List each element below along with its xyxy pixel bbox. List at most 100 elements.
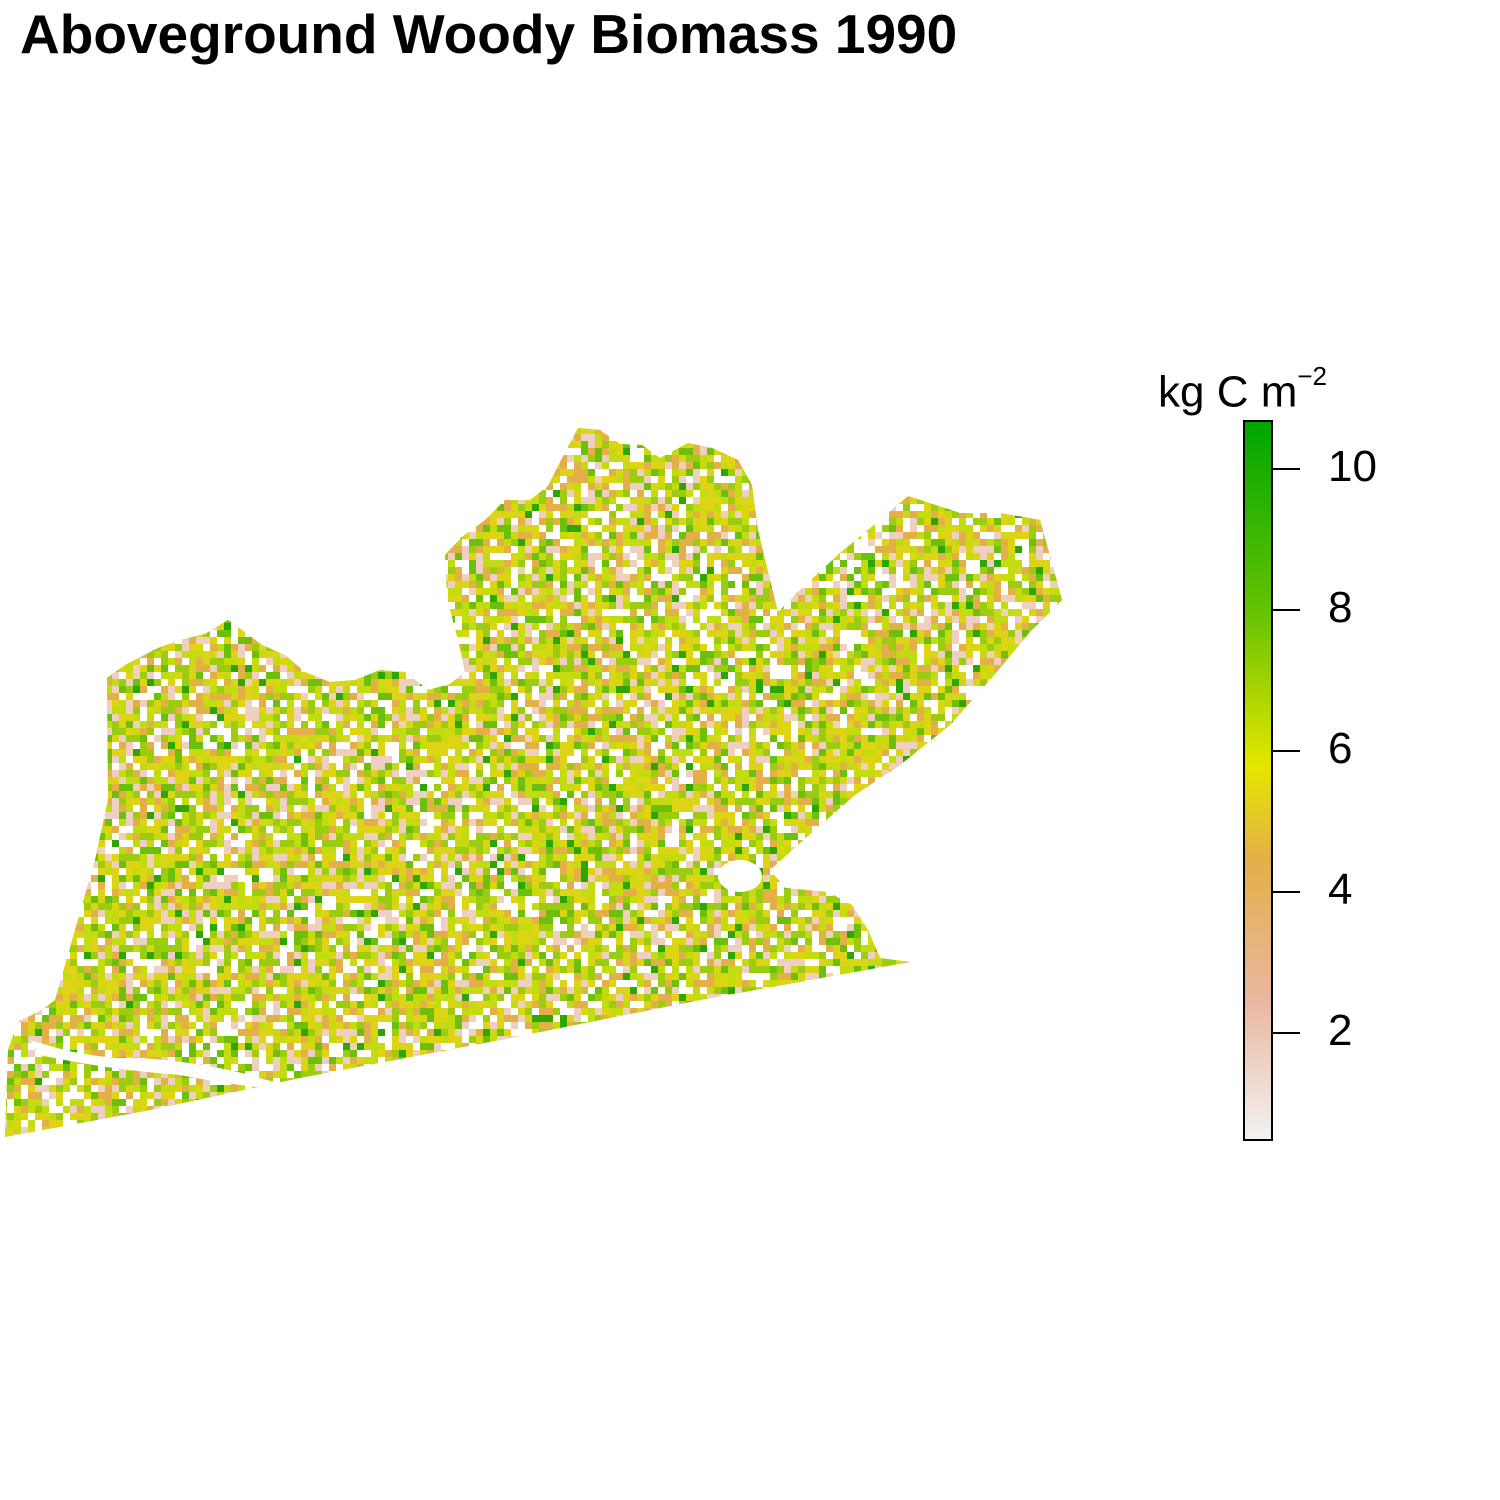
raster-cell xyxy=(392,428,399,434)
raster-cell xyxy=(350,546,357,553)
raster-cell xyxy=(168,455,175,462)
raster-cell xyxy=(532,644,539,651)
raster-cell xyxy=(343,581,350,588)
raster-cell xyxy=(210,560,217,567)
raster-cell xyxy=(42,546,49,553)
raster-cell xyxy=(350,560,357,567)
raster-cell xyxy=(847,539,854,546)
raster-cell xyxy=(84,602,91,609)
raster-cell xyxy=(413,525,420,532)
raster-cell xyxy=(266,462,273,469)
raster-cell xyxy=(1008,420,1015,427)
raster-cell xyxy=(1036,490,1043,497)
raster-cell xyxy=(945,469,952,476)
raster-cell xyxy=(378,497,385,504)
raster-cell xyxy=(903,560,910,567)
raster-cell xyxy=(1057,560,1062,567)
raster-cell xyxy=(889,455,896,462)
raster-cell xyxy=(574,518,581,525)
raster-cell xyxy=(938,602,945,609)
raster-cell xyxy=(861,434,868,441)
raster-cell xyxy=(574,441,581,448)
raster-cell xyxy=(7,490,14,497)
raster-cell xyxy=(413,595,420,602)
raster-cell xyxy=(252,553,259,560)
raster-cell xyxy=(721,574,728,581)
raster-cell xyxy=(196,567,203,574)
raster-cell xyxy=(35,511,42,518)
raster-cell xyxy=(791,462,798,469)
raster-cell xyxy=(560,441,567,448)
raster-cell xyxy=(385,511,392,518)
raster-cell xyxy=(819,623,826,630)
raster-cell xyxy=(119,441,126,448)
raster-cell xyxy=(980,532,987,539)
raster-cell xyxy=(70,623,77,630)
raster-cell xyxy=(693,504,700,511)
raster-cell xyxy=(63,518,70,525)
raster-cell xyxy=(7,525,14,532)
raster-cell xyxy=(203,532,210,539)
raster-cell xyxy=(1064,441,1071,448)
raster-cell xyxy=(189,623,196,630)
raster-cell xyxy=(371,532,378,539)
raster-cell xyxy=(861,532,868,539)
raster-cell xyxy=(588,602,595,609)
raster-cell xyxy=(147,497,154,504)
raster-cell xyxy=(889,560,896,567)
raster-cell xyxy=(217,616,224,623)
raster-cell xyxy=(952,476,959,483)
raster-cell xyxy=(924,518,931,525)
raster-cell xyxy=(1008,504,1015,511)
raster-cell xyxy=(231,483,238,490)
raster-cell xyxy=(378,469,385,476)
raster-cell xyxy=(385,504,392,511)
raster-cell xyxy=(980,637,987,644)
raster-cell xyxy=(1015,560,1022,567)
raster-cell xyxy=(490,428,497,434)
raster-cell xyxy=(938,609,945,616)
raster-cell xyxy=(896,441,903,448)
raster-cell xyxy=(882,469,889,476)
raster-cell xyxy=(490,609,497,616)
raster-cell xyxy=(350,462,357,469)
raster-cell xyxy=(434,420,441,427)
raster-cell xyxy=(5,567,7,574)
raster-cell xyxy=(637,532,644,539)
raster-cell xyxy=(651,483,658,490)
raster-cell xyxy=(420,609,427,616)
raster-cell xyxy=(924,497,931,504)
raster-cell xyxy=(147,420,154,427)
raster-cell xyxy=(1036,546,1043,553)
raster-cell xyxy=(392,525,399,532)
raster-cell xyxy=(602,637,609,644)
raster-cell xyxy=(945,455,952,462)
raster-cell xyxy=(189,539,196,546)
raster-cell xyxy=(476,420,483,427)
raster-cell xyxy=(0,420,7,427)
raster-cell xyxy=(917,428,924,434)
raster-cell xyxy=(910,539,917,546)
raster-cell xyxy=(336,483,343,490)
raster-cell xyxy=(287,462,294,469)
raster-cell xyxy=(49,469,56,476)
raster-cell xyxy=(812,511,819,518)
raster-cell xyxy=(602,644,609,651)
raster-cell xyxy=(406,476,413,483)
raster-cell xyxy=(770,609,777,616)
raster-cell xyxy=(308,567,315,574)
raster-cell xyxy=(392,469,399,476)
raster-cell xyxy=(203,511,210,518)
raster-cell xyxy=(973,504,980,511)
raster-cell xyxy=(315,574,322,581)
raster-cell xyxy=(112,511,119,518)
raster-cell xyxy=(315,525,322,532)
raster-cell xyxy=(133,609,140,616)
raster-cell xyxy=(686,441,693,448)
raster-cell xyxy=(98,448,105,455)
raster-cell xyxy=(861,616,868,623)
raster-cell xyxy=(945,448,952,455)
raster-cell xyxy=(245,644,252,651)
raster-cell xyxy=(497,483,504,490)
raster-cell xyxy=(651,455,658,462)
